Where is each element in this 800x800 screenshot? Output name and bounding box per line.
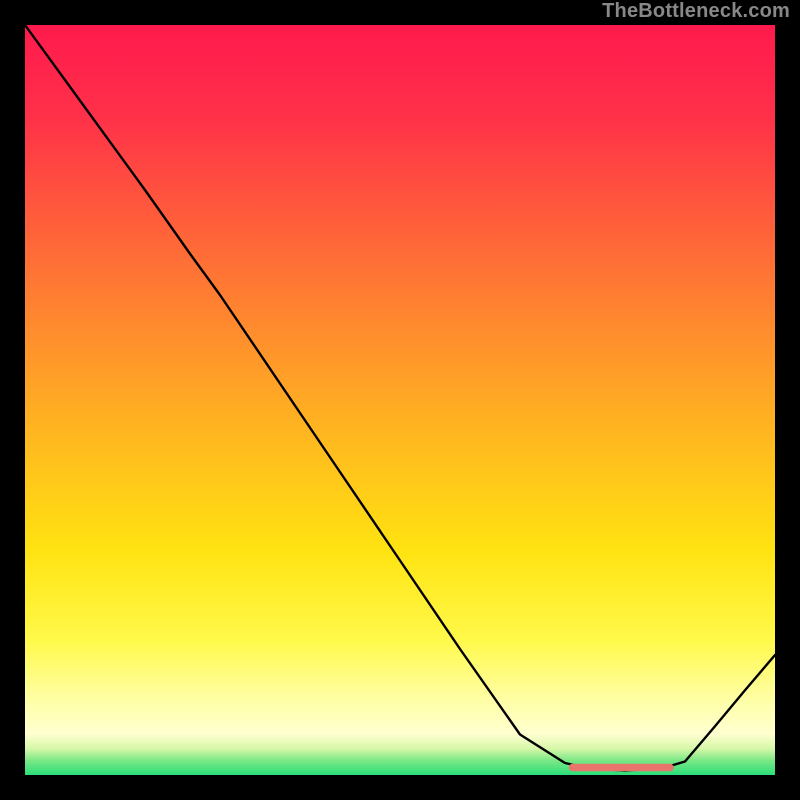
chart-plot-area xyxy=(25,25,775,775)
bottleneck-curve-chart xyxy=(25,25,775,775)
watermark-text: TheBottleneck.com xyxy=(602,0,790,23)
gradient-background xyxy=(25,25,775,775)
